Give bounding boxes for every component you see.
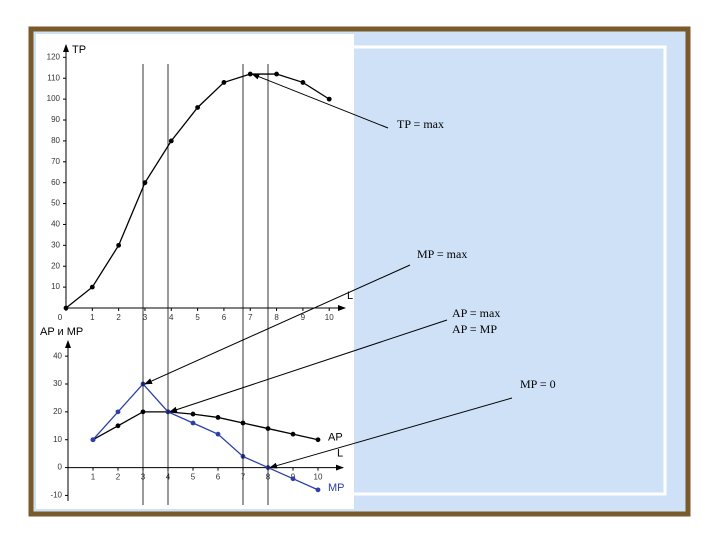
data-point (315, 487, 321, 493)
y-tick-label: 40 (51, 220, 60, 229)
data-point (221, 80, 227, 85)
y-tick-label: 50 (51, 199, 60, 208)
data-point (190, 411, 196, 417)
annotation: AP = MP (452, 322, 497, 336)
data-point (300, 80, 306, 85)
x-tick-label: 2 (116, 313, 121, 322)
data-point (168, 138, 174, 144)
y-tick-label: 20 (53, 407, 62, 416)
y-tick-label: 0 (58, 463, 63, 472)
x-tick-label: 1 (90, 313, 95, 322)
y-tick-label: 60 (51, 178, 60, 187)
y-tick-label: 40 (53, 351, 62, 360)
x-tick-label: 2 (116, 473, 121, 482)
annotation-arrow (269, 397, 513, 469)
annotation-arrow (169, 319, 448, 413)
y-tick-label: 20 (51, 261, 60, 270)
data-point (63, 305, 69, 311)
x-tick-label: 7 (248, 313, 253, 322)
series-label: MP (328, 482, 345, 494)
x-tick-label: 5 (195, 313, 200, 322)
y-tick-label: 110 (47, 73, 60, 82)
data-point (195, 105, 201, 110)
x-tick-label: 6 (222, 313, 227, 322)
x-tick-label: 8 (274, 313, 279, 322)
data-point (190, 420, 196, 426)
y-tick-label: -10 (50, 491, 62, 500)
x-tick-label: 10 (314, 473, 323, 482)
data-point (326, 96, 332, 102)
y-tick-label: 120 (47, 52, 61, 61)
data-point (142, 180, 148, 186)
y-tick-label: 90 (51, 115, 60, 124)
y-axis-label: TP (72, 44, 86, 56)
x-axis-label: L (337, 447, 343, 459)
data-point (315, 437, 321, 443)
x-tick-label: 4 (169, 313, 174, 322)
x-tick-label: 6 (216, 473, 221, 482)
data-point (89, 284, 95, 290)
annotation: MP = max (417, 247, 467, 261)
data-point (247, 71, 253, 77)
x-tick-label: 10 (325, 313, 334, 322)
chart-panel (36, 34, 354, 509)
x-tick-label: 1 (91, 473, 96, 482)
y-tick-label: 30 (53, 379, 62, 388)
data-point (290, 476, 296, 482)
y-tick-label: 10 (53, 435, 62, 444)
data-point (290, 431, 296, 437)
series-label: AP (328, 432, 343, 444)
y-tick-label: 30 (51, 240, 60, 249)
y-axis-label: AP и MP (40, 326, 83, 338)
data-line (92, 383, 319, 491)
y-tick-label: 10 (51, 282, 60, 291)
data-point (215, 415, 221, 420)
x-tick-label: 9 (301, 313, 306, 322)
y-tick-label: 80 (51, 136, 60, 145)
x-tick-label: 5 (191, 473, 196, 482)
data-point (116, 242, 122, 248)
x-axis-label: L (347, 290, 353, 302)
y-tick-label: 70 (51, 157, 60, 166)
annotation: TP = max (397, 117, 444, 131)
annotation: AP = max (452, 306, 500, 320)
y-tick-label: 100 (47, 94, 61, 103)
annotation: MP = 0 (520, 377, 556, 391)
annotation-arrow (144, 264, 411, 385)
annotation-arrow (251, 73, 389, 129)
x-tick-label: 3 (143, 313, 148, 322)
data-line (92, 411, 319, 441)
data-point (115, 423, 121, 429)
data-point (115, 409, 121, 415)
x-tick-label: 0 (58, 313, 63, 322)
data-point (90, 437, 96, 443)
data-point (274, 71, 279, 77)
data-point (215, 431, 221, 437)
